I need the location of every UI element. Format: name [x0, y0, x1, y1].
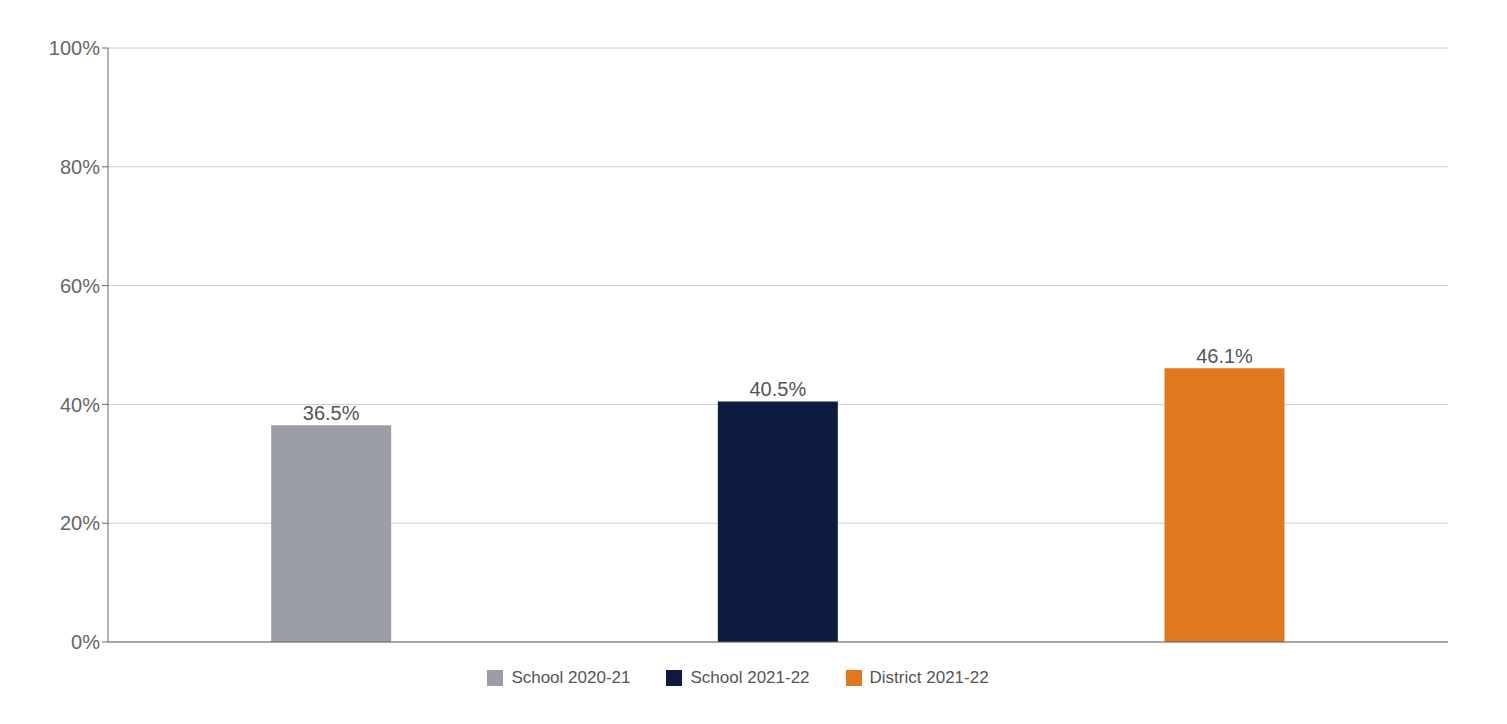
svg-text:36.5%: 36.5%: [303, 402, 360, 424]
html-text:School 2021-22: School 2021-22: [690, 668, 810, 687]
html-text:School 2020-21: School 2020-21: [511, 668, 631, 687]
svg-text:46.1%: 46.1%: [1196, 345, 1253, 367]
svg-text:20%: 20%: [60, 512, 100, 534]
svg-text:0%: 0%: [71, 631, 100, 653]
svg-text:80%: 80%: [60, 156, 100, 178]
html-text:District 2021-22: District 2021-22: [869, 668, 989, 687]
svg-text:40%: 40%: [60, 394, 100, 416]
svg-text:60%: 60%: [60, 275, 100, 297]
svg-text:40.5%: 40.5%: [749, 378, 806, 400]
svg-text:100%: 100%: [49, 37, 100, 59]
